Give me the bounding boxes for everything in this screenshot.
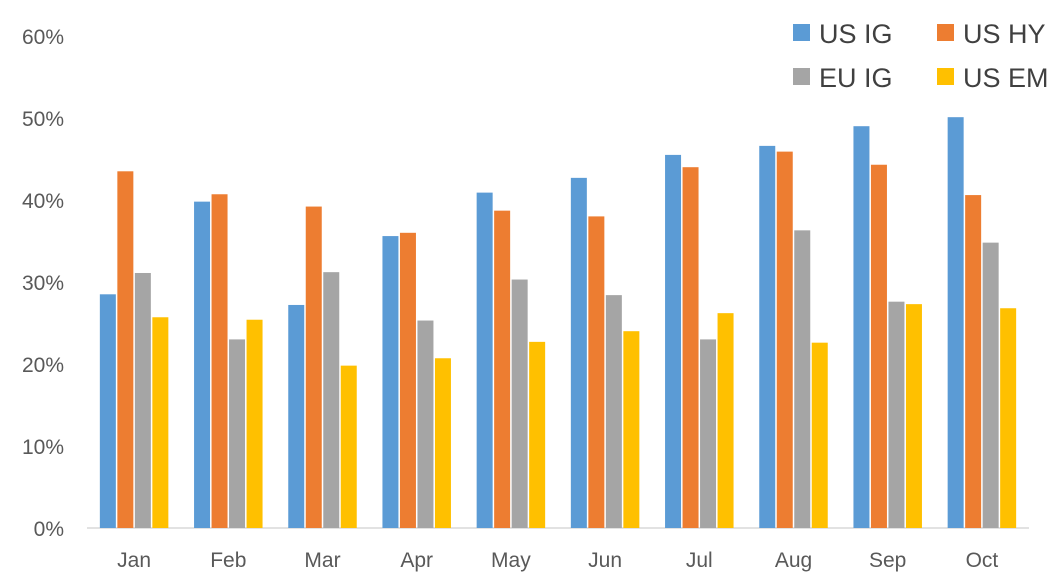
legend-swatch [937, 68, 954, 85]
bar-eu-ig-may [511, 279, 528, 528]
legend-swatch [937, 24, 954, 41]
bar-eu-ig-feb [229, 339, 246, 528]
y-tick-label: 40% [22, 190, 64, 213]
bar-us-ig-mar [288, 304, 305, 528]
bar-us-em-jun [623, 331, 640, 528]
bar-us-em-feb [246, 319, 263, 528]
bars [99, 117, 1017, 529]
y-tick-label: 60% [22, 26, 64, 49]
bar-us-em-may [529, 341, 546, 528]
x-tick-label: Jun [588, 549, 622, 572]
bar-us-ig-sep [853, 126, 870, 528]
bar-us-hy-oct [965, 195, 982, 528]
x-axis: Jan Feb Mar Apr May Jun Jul Aug Sep Oct [87, 527, 1029, 572]
bar-us-ig-jun [570, 177, 587, 529]
x-tick-label: Mar [304, 549, 340, 572]
legend-label: EU IG [819, 63, 893, 93]
legend-label: US EM [963, 63, 1049, 93]
bar-us-hy-feb [211, 194, 228, 528]
bar-us-ig-aug [759, 145, 776, 528]
bar-eu-ig-sep [888, 301, 905, 528]
legend: US IG US HY EU IG US EM [793, 19, 1049, 93]
bar-us-em-sep [905, 304, 922, 528]
bar-us-hy-jan [117, 171, 134, 529]
x-tick-label: May [491, 549, 531, 572]
bar-eu-ig-jul [700, 339, 717, 528]
y-tick-label: 20% [22, 354, 64, 377]
x-tick-label: Jul [686, 549, 713, 572]
bar-us-hy-jun [588, 216, 605, 528]
bar-eu-ig-jan [134, 272, 151, 528]
y-tick-label: 50% [22, 108, 64, 131]
bar-us-hy-apr [399, 232, 416, 529]
bar-eu-ig-mar [323, 272, 340, 528]
bar-us-em-apr [434, 358, 451, 528]
y-tick-label: 10% [22, 436, 64, 459]
bar-us-hy-aug [776, 151, 793, 528]
bar-us-hy-may [494, 210, 511, 528]
bar-us-em-aug [811, 342, 828, 528]
x-tick-label: Oct [966, 549, 999, 572]
bar-us-ig-feb [194, 201, 211, 528]
x-tick-label: Apr [400, 549, 433, 572]
legend-label: US HY [963, 19, 1046, 49]
bar-us-em-jan [152, 317, 169, 528]
x-tick-label: Aug [775, 549, 812, 572]
bar-us-ig-jul [665, 154, 682, 528]
x-tick-label: Jan [117, 549, 151, 572]
legend-swatch [793, 68, 810, 85]
bar-us-hy-mar [305, 206, 322, 528]
bar-us-hy-sep [870, 164, 887, 529]
bar-eu-ig-aug [794, 230, 811, 528]
bar-us-ig-oct [947, 117, 964, 529]
bar-us-ig-may [476, 192, 493, 528]
bar-us-em-oct [1000, 308, 1017, 528]
x-tick-label: Sep [869, 549, 906, 572]
bar-eu-ig-jun [605, 295, 622, 528]
x-tick-label: Feb [210, 549, 246, 572]
bar-eu-ig-apr [417, 320, 434, 528]
bar-eu-ig-oct [982, 242, 999, 528]
y-axis: 0% 10% 20% 30% 40% 50% 60% [22, 26, 64, 541]
bar-us-em-jul [717, 313, 734, 528]
legend-label: US IG [819, 19, 893, 49]
y-tick-label: 0% [34, 518, 64, 541]
y-tick-label: 30% [22, 272, 64, 295]
bar-us-em-mar [340, 365, 357, 528]
bar-us-ig-apr [382, 236, 399, 528]
bar-us-hy-jul [682, 167, 699, 528]
legend-swatch [793, 24, 810, 41]
bar-us-ig-jan [99, 294, 116, 528]
